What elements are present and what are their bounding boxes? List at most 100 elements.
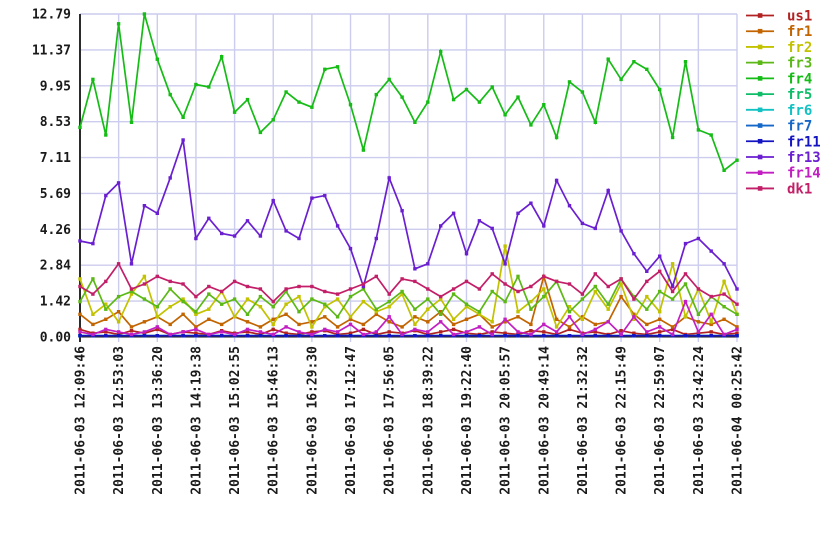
series-marker-fr4 xyxy=(129,120,134,124)
series-marker-fr3 xyxy=(413,307,417,311)
series-marker-fr4 xyxy=(361,148,366,152)
series-marker-fr14 xyxy=(310,332,314,337)
series-marker-fr13 xyxy=(619,229,623,233)
series-marker-us1 xyxy=(670,327,675,332)
series-marker-fr11 xyxy=(554,334,559,338)
series-marker-fr14 xyxy=(696,330,701,334)
series-marker-dk1 xyxy=(323,289,327,294)
series-marker-fr14 xyxy=(220,330,224,334)
y-tick-label: 2.84 xyxy=(40,259,71,274)
series-marker-fr13 xyxy=(104,193,108,198)
series-marker-fr14 xyxy=(490,332,494,337)
series-marker-dk1 xyxy=(258,287,263,291)
series-marker-fr4 xyxy=(142,12,147,16)
series-marker-fr11 xyxy=(439,334,443,338)
series-marker-fr1 xyxy=(426,320,430,324)
x-tick-label: 2011-06-03 17:12:47 xyxy=(344,346,359,495)
series-marker-fr2 xyxy=(516,310,520,314)
series-marker-fr2 xyxy=(722,279,726,284)
series-marker-fr2 xyxy=(567,305,572,309)
series-marker-fr3 xyxy=(129,289,134,294)
series-marker-fr14 xyxy=(529,332,533,337)
series-marker-fr3 xyxy=(310,297,314,301)
series-marker-fr13 xyxy=(142,204,147,208)
legend-label-fr7: fr7 xyxy=(787,119,812,135)
series-marker-fr11 xyxy=(464,334,469,338)
series-marker-fr3 xyxy=(516,274,520,279)
x-tick-label: 2011-06-03 18:39:22 xyxy=(421,346,436,495)
series-marker-us1 xyxy=(245,330,250,334)
series-marker-fr2 xyxy=(245,297,250,301)
series-marker-fr4 xyxy=(413,120,417,124)
series-marker-fr3 xyxy=(542,294,546,299)
series-marker-dk1 xyxy=(284,287,288,291)
series-marker-fr4 xyxy=(104,133,108,137)
series-marker-fr4 xyxy=(426,100,430,104)
series-marker-fr11 xyxy=(284,334,288,338)
series-marker-dk1 xyxy=(181,282,185,286)
series-marker-fr14 xyxy=(426,330,430,334)
series-marker-fr1 xyxy=(207,317,211,321)
series-marker-fr14 xyxy=(542,322,546,327)
series-marker-fr2 xyxy=(645,294,649,299)
series-marker-dk1 xyxy=(413,279,417,284)
y-tick-label: 8.53 xyxy=(40,115,71,130)
series-marker-fr13 xyxy=(155,211,159,215)
series-marker-fr14 xyxy=(709,312,713,316)
legend-label-fr13: fr13 xyxy=(787,150,821,166)
series-marker-fr13 xyxy=(683,241,688,246)
series-marker-dk1 xyxy=(155,274,159,279)
series-marker-fr1 xyxy=(464,317,469,321)
series-marker-fr14 xyxy=(129,332,134,337)
series-marker-fr3 xyxy=(104,307,108,311)
series-marker-fr2 xyxy=(426,307,430,311)
series-marker-fr11 xyxy=(542,334,546,338)
series-marker-fr11 xyxy=(374,334,378,338)
series-marker-fr1 xyxy=(645,322,649,327)
series-marker-dk1 xyxy=(542,274,546,279)
series-marker-fr4 xyxy=(245,97,250,102)
series-marker-fr1 xyxy=(722,317,726,321)
series-marker-fr13 xyxy=(477,219,482,223)
series-marker-fr13 xyxy=(735,287,739,291)
series-marker-dk1 xyxy=(451,287,456,291)
series-marker-us1 xyxy=(451,327,456,332)
series-marker-fr1 xyxy=(529,322,533,327)
series-marker-fr2 xyxy=(580,317,585,321)
series-marker-fr3 xyxy=(91,277,95,281)
series-marker-fr13 xyxy=(361,284,366,289)
series-marker-fr3 xyxy=(168,287,172,291)
series-marker-fr14 xyxy=(670,332,675,337)
series-marker-fr4 xyxy=(464,87,469,92)
series-marker-fr13 xyxy=(78,239,82,243)
series-marker-fr11 xyxy=(116,334,121,338)
series-marker-fr14 xyxy=(503,317,507,321)
series-marker-dk1 xyxy=(503,282,507,286)
series-marker-fr3 xyxy=(439,312,443,316)
series-marker-dk1 xyxy=(168,279,172,284)
series-marker-fr14 xyxy=(181,330,185,334)
series-marker-fr13 xyxy=(374,236,378,241)
series-marker-fr2 xyxy=(168,305,172,309)
series-marker-fr1 xyxy=(258,325,263,329)
series-line-fr2 xyxy=(79,245,738,329)
series-marker-fr4 xyxy=(310,105,314,109)
series-marker-fr4 xyxy=(323,67,327,71)
series-marker-fr11 xyxy=(245,334,250,338)
y-tick-label: 4.26 xyxy=(40,223,71,238)
legend-marker-fr5 xyxy=(757,91,763,97)
series-marker-fr3 xyxy=(245,312,250,316)
series-marker-fr13 xyxy=(413,267,417,271)
series-marker-fr2 xyxy=(670,262,675,266)
series-marker-fr2 xyxy=(632,317,636,321)
series-marker-fr4 xyxy=(155,57,159,61)
series-marker-dk1 xyxy=(387,292,391,296)
series-marker-dk1 xyxy=(709,294,713,299)
y-tick-label: 5.69 xyxy=(40,187,71,202)
series-marker-dk1 xyxy=(245,284,250,289)
series-marker-fr4 xyxy=(632,60,636,64)
series-marker-dk1 xyxy=(593,272,597,276)
series-marker-fr1 xyxy=(490,325,494,329)
y-tick-label: 9.95 xyxy=(40,79,71,94)
series-marker-fr11 xyxy=(387,334,391,338)
